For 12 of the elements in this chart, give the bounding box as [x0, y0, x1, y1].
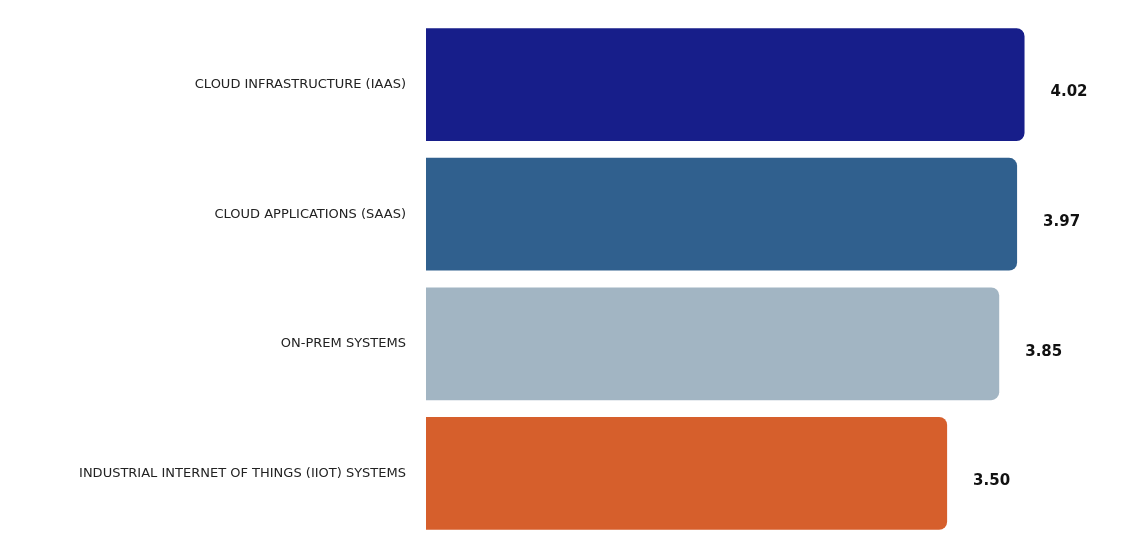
bar — [426, 28, 1025, 141]
y-tick-label: CLOUD APPLICATIONS (SAAS) — [214, 205, 406, 221]
data-label: 3.85 — [1025, 341, 1063, 360]
bar — [426, 287, 1000, 401]
data-label: 3.97 — [1043, 212, 1081, 231]
bar — [426, 417, 948, 530]
y-tick-label: CLOUD INFRASTRUCTURE (IAAS) — [194, 75, 406, 91]
data-label: 4.02 — [1050, 82, 1088, 101]
y-tick-label: ON-PREM SYSTEMS — [280, 335, 406, 351]
data-label: 3.50 — [973, 471, 1011, 490]
y-tick-label: INDUSTRIAL INTERNET OF THINGS (IIOT) SYSTEMS — [79, 464, 406, 480]
bar — [426, 157, 1018, 271]
